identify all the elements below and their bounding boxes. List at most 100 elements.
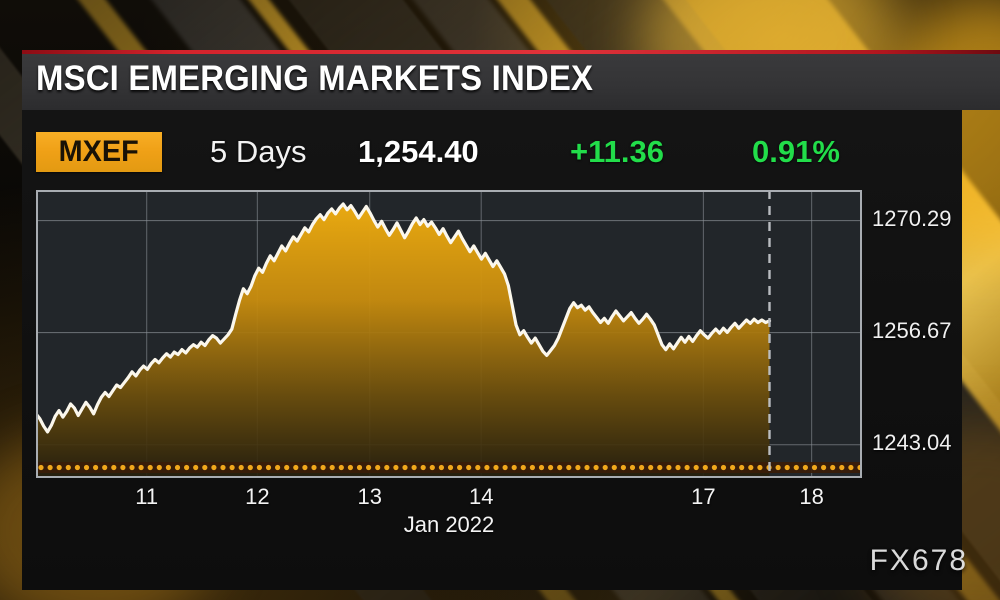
baseline-dot bbox=[666, 464, 672, 471]
baseline-dot bbox=[730, 464, 736, 471]
baseline-dot bbox=[529, 464, 535, 471]
baseline-dot bbox=[602, 464, 608, 471]
baseline-dot bbox=[548, 464, 554, 471]
baseline-dot bbox=[293, 464, 299, 471]
baseline-dot bbox=[356, 464, 363, 471]
last-price: 1,254.40 bbox=[358, 134, 479, 169]
baseline-dot bbox=[675, 464, 681, 471]
baseline-dot bbox=[311, 464, 317, 471]
baseline-dot bbox=[648, 464, 654, 471]
price-chart-svg[interactable] bbox=[36, 190, 862, 478]
baseline-dot bbox=[702, 464, 708, 471]
title-bar: MSCI EMERGING MARKETS INDEX bbox=[22, 54, 1000, 110]
baseline-dot bbox=[420, 464, 426, 471]
baseline-dot bbox=[229, 464, 235, 471]
baseline-dot bbox=[184, 464, 190, 471]
baseline-dot bbox=[821, 464, 827, 471]
y-axis-label-mid: 1256.67 bbox=[872, 317, 952, 343]
baseline-dot bbox=[366, 464, 372, 471]
x-axis-tick-14: 14 bbox=[468, 484, 494, 509]
baseline-dot bbox=[711, 464, 718, 471]
x-axis-title: Jan 2022 bbox=[403, 512, 495, 537]
baseline-dot bbox=[256, 464, 262, 471]
y-axis-label-bottom: 1243.04 bbox=[872, 429, 952, 455]
baseline-dot bbox=[83, 464, 90, 471]
x-axis-tick-11: 11 bbox=[135, 484, 159, 509]
baseline-dot bbox=[611, 464, 617, 471]
baseline-dot bbox=[320, 464, 326, 471]
baseline-dot bbox=[111, 464, 117, 471]
baseline-dot bbox=[447, 464, 454, 471]
baseline-dot bbox=[120, 464, 126, 471]
y-axis-label-top: 1270.29 bbox=[872, 205, 952, 231]
baseline-dot bbox=[38, 464, 44, 471]
baseline-dot bbox=[411, 464, 417, 471]
baseline-dot bbox=[493, 464, 499, 471]
baseline-dot bbox=[839, 464, 845, 471]
price-chart[interactable] bbox=[36, 190, 862, 478]
baseline-dot bbox=[65, 464, 71, 471]
accent-rule bbox=[22, 50, 1000, 54]
baseline-dot bbox=[557, 464, 563, 471]
baseline-dot bbox=[129, 464, 135, 471]
baseline-dot bbox=[757, 464, 763, 471]
baseline-dot bbox=[538, 464, 545, 471]
plot-border bbox=[36, 190, 862, 478]
baseline-dot bbox=[211, 464, 217, 471]
baseline-dot bbox=[156, 464, 162, 471]
baseline-dot bbox=[265, 464, 272, 471]
x-axis-tick-17: 17 bbox=[691, 484, 716, 509]
baseline-dot bbox=[138, 464, 144, 471]
baseline-dot bbox=[520, 464, 526, 471]
baseline-dot bbox=[102, 464, 108, 471]
baseline-dot bbox=[720, 464, 727, 471]
baseline-dot bbox=[47, 464, 53, 471]
baseline-dot bbox=[739, 464, 745, 471]
x-axis-tick-18: 18 bbox=[799, 484, 824, 509]
baseline-dot bbox=[165, 464, 171, 471]
baseline-dot bbox=[566, 464, 572, 471]
x-axis-tick-13: 13 bbox=[357, 484, 382, 509]
baseline-dot bbox=[457, 464, 463, 471]
baseline-dot bbox=[502, 464, 508, 471]
baseline-dot bbox=[748, 464, 754, 471]
page-title: MSCI EMERGING MARKETS INDEX bbox=[36, 59, 594, 98]
baseline-dot bbox=[220, 464, 226, 471]
baseline-dot bbox=[629, 464, 636, 471]
baseline-dot bbox=[438, 464, 444, 471]
baseline-dot bbox=[657, 464, 663, 471]
baseline-dot bbox=[811, 464, 818, 471]
baseline-dot bbox=[429, 464, 435, 471]
baseline-dot bbox=[93, 464, 99, 471]
baseline-dot bbox=[338, 464, 344, 471]
baseline-dot bbox=[484, 464, 490, 471]
ticker-symbol: MXEF bbox=[58, 135, 140, 168]
baseline-dot bbox=[147, 464, 153, 471]
ticker-badge[interactable]: MXEF bbox=[36, 132, 162, 172]
baseline-dot bbox=[275, 464, 281, 471]
baseline-dot bbox=[830, 464, 836, 471]
baseline-dot bbox=[848, 464, 854, 471]
baseline-dot bbox=[511, 464, 517, 471]
baseline-dot bbox=[347, 464, 353, 471]
baseline-dot bbox=[775, 464, 781, 471]
baseline-dot bbox=[575, 464, 581, 471]
baseline-dot bbox=[238, 464, 244, 471]
baseline-dot bbox=[620, 464, 627, 471]
watermark: FX678 bbox=[869, 544, 968, 577]
baseline-dot bbox=[402, 464, 408, 471]
x-axis-tick-12: 12 bbox=[245, 484, 270, 509]
percent-change: 0.91% bbox=[752, 134, 840, 169]
baseline-dot bbox=[784, 464, 790, 471]
baseline-dot bbox=[466, 464, 472, 471]
net-change: +11.36 bbox=[570, 134, 664, 169]
price-line bbox=[36, 202, 772, 434]
baseline-dot-row bbox=[36, 462, 862, 473]
baseline-dot bbox=[684, 464, 690, 471]
range-label[interactable]: 5 Days bbox=[210, 134, 307, 169]
baseline-dot bbox=[174, 464, 181, 471]
baseline-dot bbox=[302, 464, 308, 471]
baseline-dot bbox=[639, 464, 645, 471]
baseline-dot bbox=[693, 464, 699, 471]
baseline-dot bbox=[56, 464, 62, 471]
